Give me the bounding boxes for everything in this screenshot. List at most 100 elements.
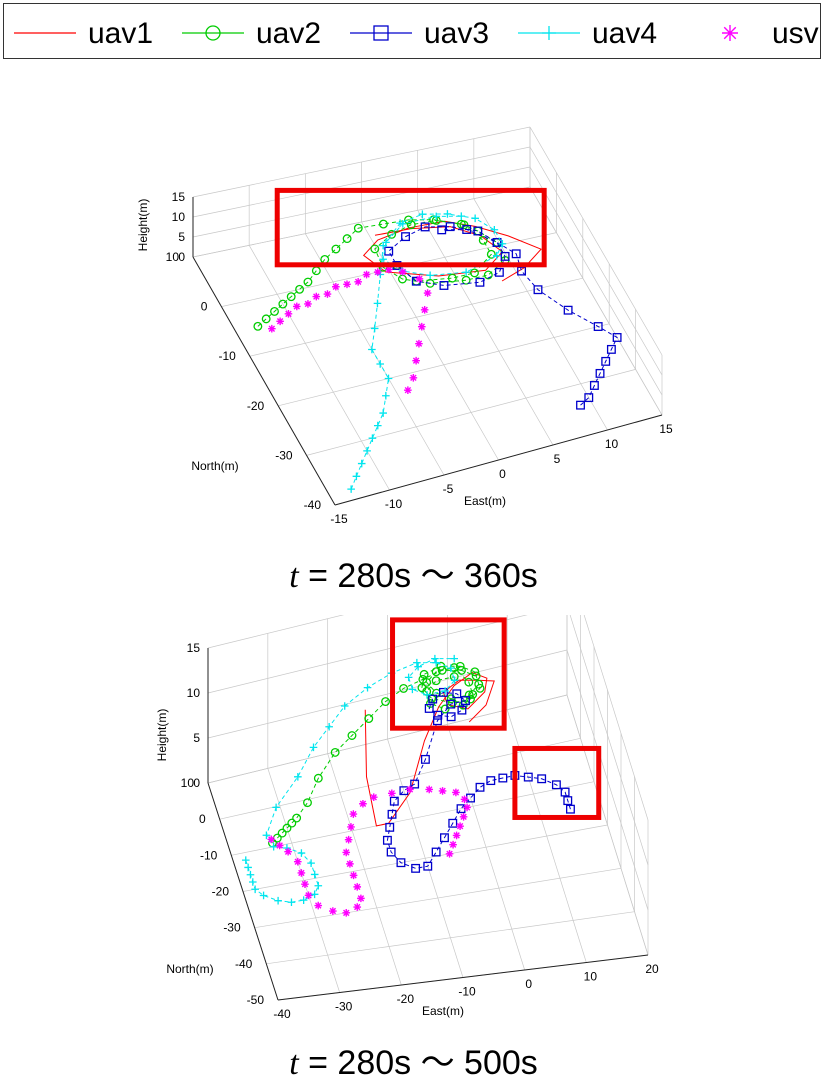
point-usv xyxy=(417,322,426,331)
point-usv xyxy=(415,275,424,283)
z-tick-label: 5 xyxy=(193,731,200,745)
point-uav4 xyxy=(249,878,257,886)
legend-label-uav4: uav4 xyxy=(592,17,657,50)
point-uav2 xyxy=(464,677,474,687)
point-uav2 xyxy=(353,223,363,233)
point-usv xyxy=(445,850,454,858)
point-uav4 xyxy=(446,664,455,672)
y-tick-label: -10 xyxy=(200,848,218,862)
point-uav4 xyxy=(413,658,421,667)
plot-280-500: -40 -30 -20 -10 0 10 20 -50 -40 -30 -20 -10 0 10 0 5 10 1… xyxy=(0,559,827,1040)
caption-2-t: t xyxy=(289,1045,299,1082)
z-tick-label: 0 xyxy=(193,776,200,790)
grid-floor-y xyxy=(278,323,610,407)
point-uav3 xyxy=(612,333,622,342)
point-uav2 xyxy=(381,697,391,706)
point-uav4 xyxy=(431,654,439,663)
point-uav3 xyxy=(486,776,496,786)
point-uav3 xyxy=(500,251,510,261)
point-uav2 xyxy=(446,694,456,704)
point-uav3 xyxy=(446,699,456,709)
point-uav3 xyxy=(566,804,575,814)
point-uav4 xyxy=(307,859,315,867)
grid-floor-y xyxy=(266,911,635,965)
point-uav4 xyxy=(450,676,459,685)
point-uav4 xyxy=(309,743,318,752)
x-tick-label: 5 xyxy=(554,452,561,466)
point-uav4 xyxy=(414,662,422,671)
y-tick-label: -40 xyxy=(304,498,322,512)
x-axis-line xyxy=(334,414,663,506)
x-tick-label: -15 xyxy=(330,512,348,526)
point-usv xyxy=(415,339,423,348)
point-uav2 xyxy=(282,823,292,833)
y-axis-line xyxy=(192,256,336,506)
legend-svg: uav1 uav2 uav3 uav4 usv xyxy=(14,17,819,50)
point-uav3 xyxy=(576,400,585,410)
point-uav3 xyxy=(460,696,470,706)
point-usv xyxy=(349,810,358,818)
z-tick-label: 10 xyxy=(172,210,186,224)
point-usv xyxy=(438,787,447,795)
point-uav3 xyxy=(456,804,466,814)
legend-label-uav2: uav2 xyxy=(256,17,321,50)
grid-floor-x xyxy=(248,245,390,491)
point-uav4 xyxy=(262,831,271,840)
point-uav2 xyxy=(431,676,441,686)
point-usv xyxy=(304,300,312,308)
x-tick-label: -20 xyxy=(397,992,415,1006)
point-usv xyxy=(332,282,340,291)
grid-back-z xyxy=(192,126,531,198)
point-uav3 xyxy=(401,232,410,242)
point-uav3 xyxy=(533,285,543,295)
caption-2-eq: = xyxy=(298,1044,338,1082)
point-uav3 xyxy=(410,779,420,789)
point-usv xyxy=(314,901,323,910)
point-usv xyxy=(346,860,354,868)
point-uav4 xyxy=(269,842,278,851)
caption-1-t: t xyxy=(289,558,299,595)
point-uav3 xyxy=(439,281,449,290)
point-uav3 xyxy=(475,782,485,792)
point-uav3 xyxy=(396,858,406,868)
point-uav4 xyxy=(382,238,390,247)
point-uav2 xyxy=(422,677,432,687)
point-usv xyxy=(359,799,367,808)
point-uav3 xyxy=(448,818,458,828)
z-axis-label: Height(m) xyxy=(155,709,169,762)
point-uav2 xyxy=(419,669,429,679)
point-uav4 xyxy=(432,212,441,221)
x-tick-label: 10 xyxy=(605,437,619,451)
point-uav2 xyxy=(347,731,357,740)
series-uav4 xyxy=(347,210,507,493)
point-usv xyxy=(343,280,351,289)
point-uav4 xyxy=(259,891,268,900)
point-uav3 xyxy=(589,381,599,390)
grid-floor-x xyxy=(305,233,445,476)
series-uav3 xyxy=(384,222,622,410)
point-uav2 xyxy=(313,773,323,783)
point-uav4 xyxy=(490,225,499,234)
grid-floor-y xyxy=(249,277,583,357)
grid-side-z xyxy=(529,186,663,416)
point-uav4 xyxy=(294,773,302,781)
caption-1-range: 280s ～ 360s xyxy=(337,557,538,595)
point-usv xyxy=(276,317,284,326)
point-uav2 xyxy=(399,683,409,693)
point-uav4 xyxy=(274,896,282,905)
z-tick-label: 0 xyxy=(178,250,185,264)
plot-280-360: -15 -10 -5 0 5 10 15 -40 -30 -20 -10 0 10 0 5 10 15 East(… xyxy=(0,75,827,540)
point-uav4 xyxy=(450,654,459,663)
point-usv xyxy=(409,374,418,382)
point-uav2 xyxy=(277,828,287,838)
point-uav4 xyxy=(379,255,387,264)
point-uav2 xyxy=(278,299,288,309)
point-uav3 xyxy=(593,322,603,331)
grid-floor-y xyxy=(242,824,608,892)
y-tick-label: -20 xyxy=(247,399,265,413)
point-usv xyxy=(460,795,469,804)
point-uav4 xyxy=(363,447,371,455)
point-uav4 xyxy=(373,299,382,308)
x-tick-label: 15 xyxy=(659,422,673,436)
grid-side-z xyxy=(529,126,663,356)
